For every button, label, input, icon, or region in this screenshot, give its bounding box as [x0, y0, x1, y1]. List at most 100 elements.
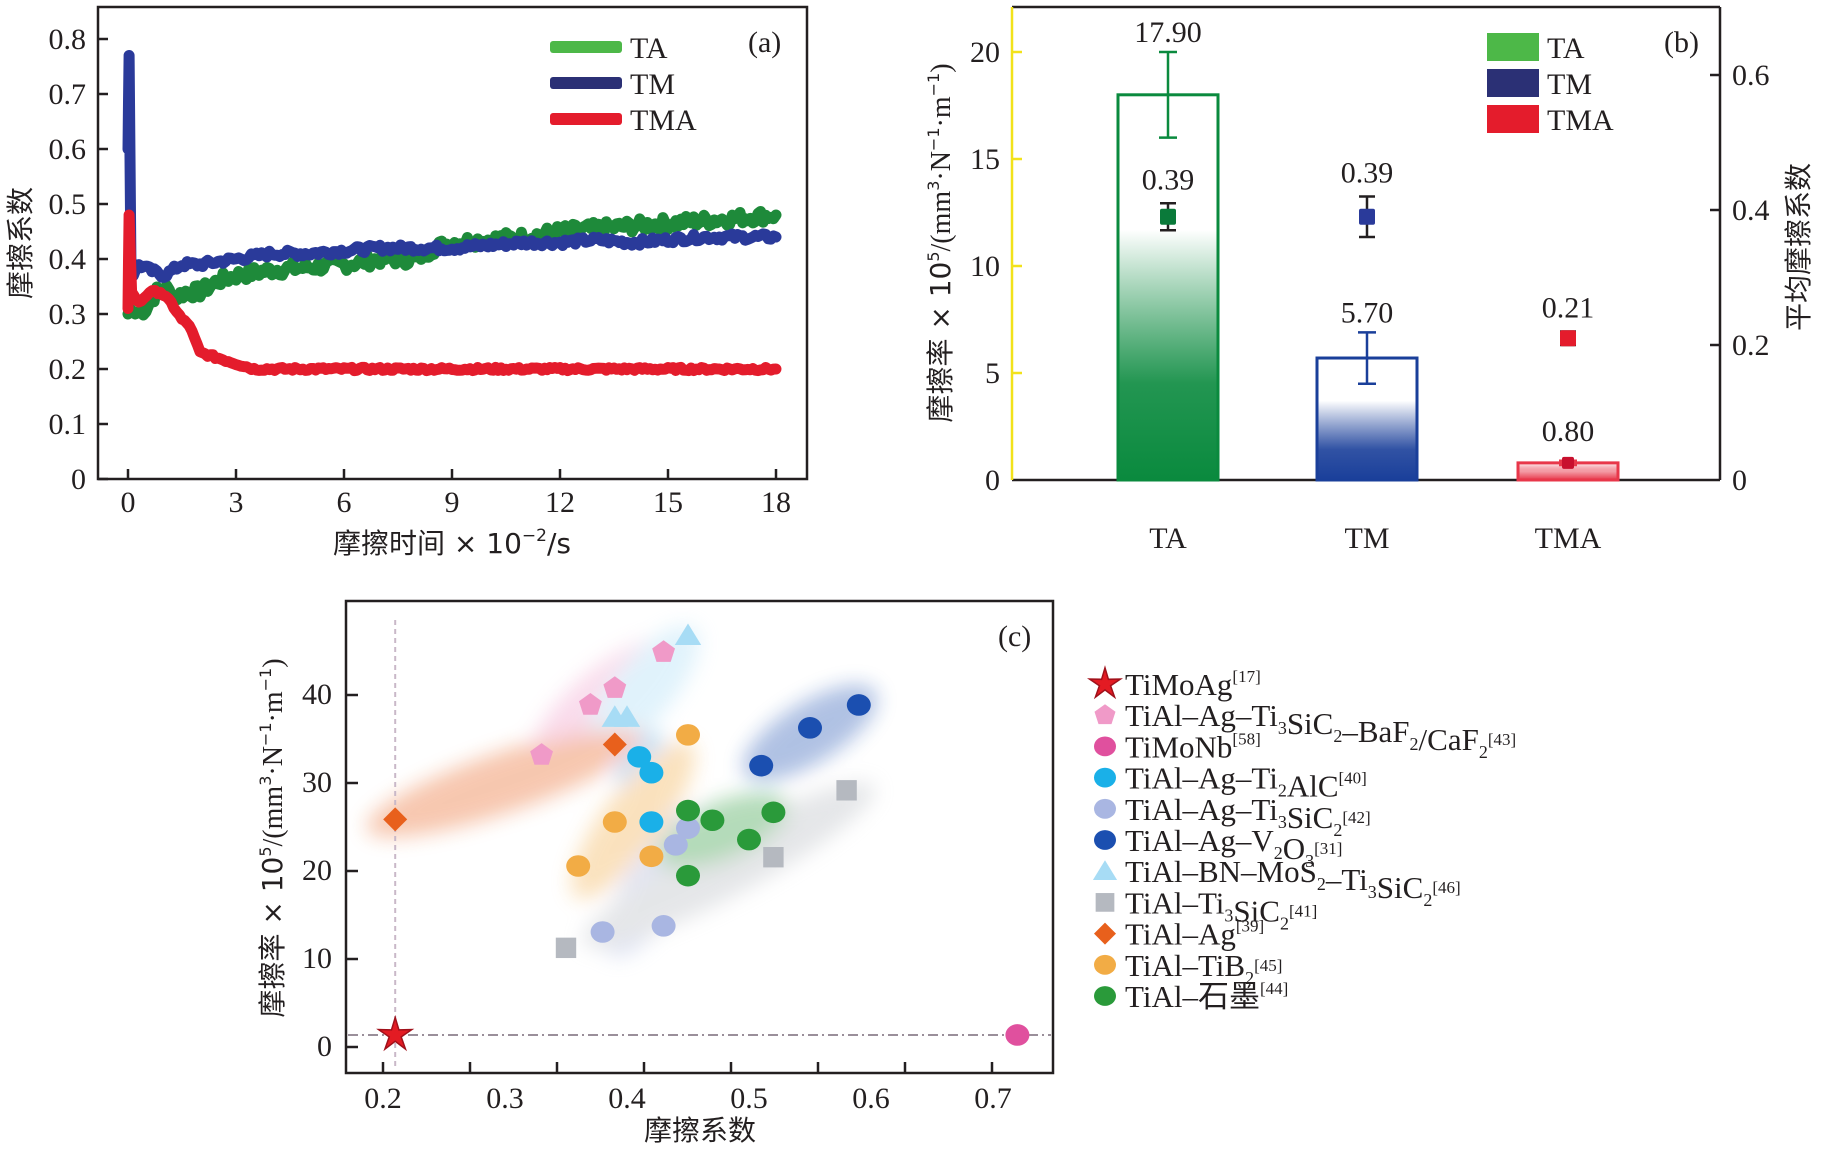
a-y-tick-label: 0.6: [49, 133, 87, 166]
b-cof-marker-tma: [1560, 330, 1576, 347]
c-legend-marker-circle: [1094, 830, 1116, 850]
a-legend-swatch-tm: [550, 77, 622, 89]
b-right-y-ticks: 0 0.2 0.4 0.6: [1710, 59, 1770, 497]
legend-subscript: 2: [1410, 734, 1419, 754]
c-legend-marker-square: [1095, 893, 1115, 912]
b-category-label: TA: [1149, 522, 1187, 555]
b-legend-swatch-ta: [1487, 33, 1539, 61]
b-cof-marker-tm: [1359, 208, 1375, 225]
c-point-circle: [663, 834, 688, 856]
a-legend-swatch-ta: [550, 41, 622, 53]
c-cluster-blob: [571, 740, 696, 899]
b-cof-marker-ta: [1160, 208, 1176, 225]
c-point-pentagon: [530, 743, 553, 765]
panel-a-tag: (a): [748, 26, 781, 59]
legend-reference: [39]: [1236, 917, 1264, 936]
c-legend-marker-circle: [1094, 954, 1116, 975]
c-point-pentagon: [603, 676, 627, 698]
b-y2-tick-label: 0.4: [1732, 194, 1770, 227]
c-legend-label: TiAl–TiB2[45]: [1125, 948, 1282, 988]
c-cluster-shading: [366, 625, 878, 958]
c-point-square: [555, 937, 577, 959]
legend-subscript: 3: [1305, 851, 1314, 871]
c-cluster-blob: [582, 782, 875, 948]
c-point-circle: [676, 799, 700, 822]
b-cof-points: 0.39 0.39 0.21: [1142, 157, 1594, 469]
legend-text-part: –BaF: [1341, 714, 1409, 749]
c-legend-marker-triangle: [1092, 860, 1118, 880]
legend-text-part: /CaF: [1419, 722, 1479, 757]
legend-text-part: TiAl–BN–MoS: [1125, 854, 1317, 889]
panel-b-tag: (b): [1664, 26, 1699, 59]
c-legend-label: TiMoAg[17]: [1125, 667, 1261, 702]
legend-text-part: TiAl–Ag–Ti: [1125, 792, 1278, 827]
b-bars: 17.90 5.70 0.80: [1116, 16, 1620, 482]
c-point-circle: [639, 761, 664, 784]
b-cof-value-label: 0.39: [1142, 163, 1195, 196]
c-y-tick-label: 30: [302, 766, 332, 799]
b-legend-swatch-tm: [1487, 69, 1539, 97]
a-y-tick-label: 0.3: [49, 298, 87, 331]
c-point-circle: [602, 811, 627, 833]
b-right-y-axis-label: 平均摩擦系数: [1782, 163, 1815, 331]
b-y-tick-label: 20: [970, 36, 1000, 69]
c-point-circle: [676, 724, 700, 746]
legend-subscript: 2: [1278, 781, 1287, 801]
c-legend-label: TiAl–Ag–Ti3SiC2[42]: [1125, 792, 1371, 840]
b-category-labels: TA TM TMA: [1149, 522, 1601, 555]
b-legend-label: TM: [1547, 68, 1592, 101]
c-point-circle: [651, 915, 676, 937]
c-legend-label: TiAl–Ti3SiC2[41]: [1125, 885, 1317, 933]
a-x-axis-ticks: 0 3 6 9 12 15 18: [121, 469, 791, 519]
legend-subscript: 2: [1479, 742, 1488, 762]
a-x-tick-label: 18: [761, 486, 791, 519]
legend-text-part: TiAl–Ag: [1125, 917, 1236, 952]
legend-subscript: 2: [1317, 874, 1326, 894]
c-point-square: [836, 780, 857, 801]
c-legend-marker-diamond: [1094, 922, 1116, 945]
a-y-tick-label: 0.4: [49, 243, 87, 276]
legend-subscript: 2: [1333, 820, 1342, 840]
c-x-tick-label: 0.3: [486, 1082, 524, 1115]
b-wear-value-label: 0.80: [1542, 415, 1595, 448]
a-y-tick-label: 0.8: [49, 23, 87, 56]
c-legend-label: TiAl–Ag–Ti2AlC[40]: [1125, 761, 1367, 804]
b-left-y-axis-label: 摩擦率 × 105/(mm3·N−1·m−1): [924, 63, 957, 422]
a-y-tick-label: 0.5: [49, 188, 87, 221]
c-point-circle: [676, 817, 700, 839]
c-legend-marker-circle: [1094, 798, 1116, 819]
b-y-tick-label: 5: [985, 357, 1000, 390]
c-x-tick-label: 0.6: [852, 1082, 890, 1115]
b-left-y-ticks: 0 5 10 15 20: [970, 36, 1022, 497]
legend-subscript: 3: [1368, 882, 1377, 902]
a-legend-label: TMA: [630, 104, 697, 137]
legend-reference: [58]: [1232, 729, 1260, 748]
c-legend-label: TiAl–石墨[44]: [1125, 979, 1288, 1014]
c-y-tick-label: 10: [302, 942, 332, 975]
b-category-label: TMA: [1535, 522, 1602, 555]
c-point-circle: [676, 864, 700, 887]
a-x-tick-label: 0: [121, 486, 136, 519]
c-point-pentagon: [579, 693, 602, 715]
a-x-tick-label: 6: [337, 486, 352, 519]
a-y-axis-ticks: 0 0.1 0.2 0.3 0.4 0.5 0.6 0.7 0.8: [49, 23, 108, 496]
c-legend-marker-circle: [1094, 767, 1116, 788]
c-point-circle: [566, 855, 591, 877]
legend-subscript: 2: [1423, 890, 1432, 910]
a-legend-swatch-tma: [550, 113, 622, 125]
a-y-tick-label: 0.1: [49, 408, 87, 441]
legend-reference: [31]: [1314, 839, 1342, 858]
b-cof-value-label: 0.39: [1341, 157, 1394, 190]
b-wear-value-label: 5.70: [1341, 296, 1394, 329]
c-point-circle: [749, 754, 774, 777]
b-y-tick-label: 15: [970, 143, 1000, 176]
b-y2-tick-label: 0.6: [1732, 59, 1770, 92]
c-point-circle: [639, 845, 664, 868]
legend-text-part: O: [1283, 831, 1305, 866]
c-y-tick-label: 20: [302, 854, 332, 887]
legend-text-part: SiC: [1233, 893, 1280, 928]
a-x-tick-label: 12: [545, 486, 575, 519]
a-y-tick-label: 0: [71, 463, 86, 496]
a-series-line-tm: [122, 50, 782, 283]
